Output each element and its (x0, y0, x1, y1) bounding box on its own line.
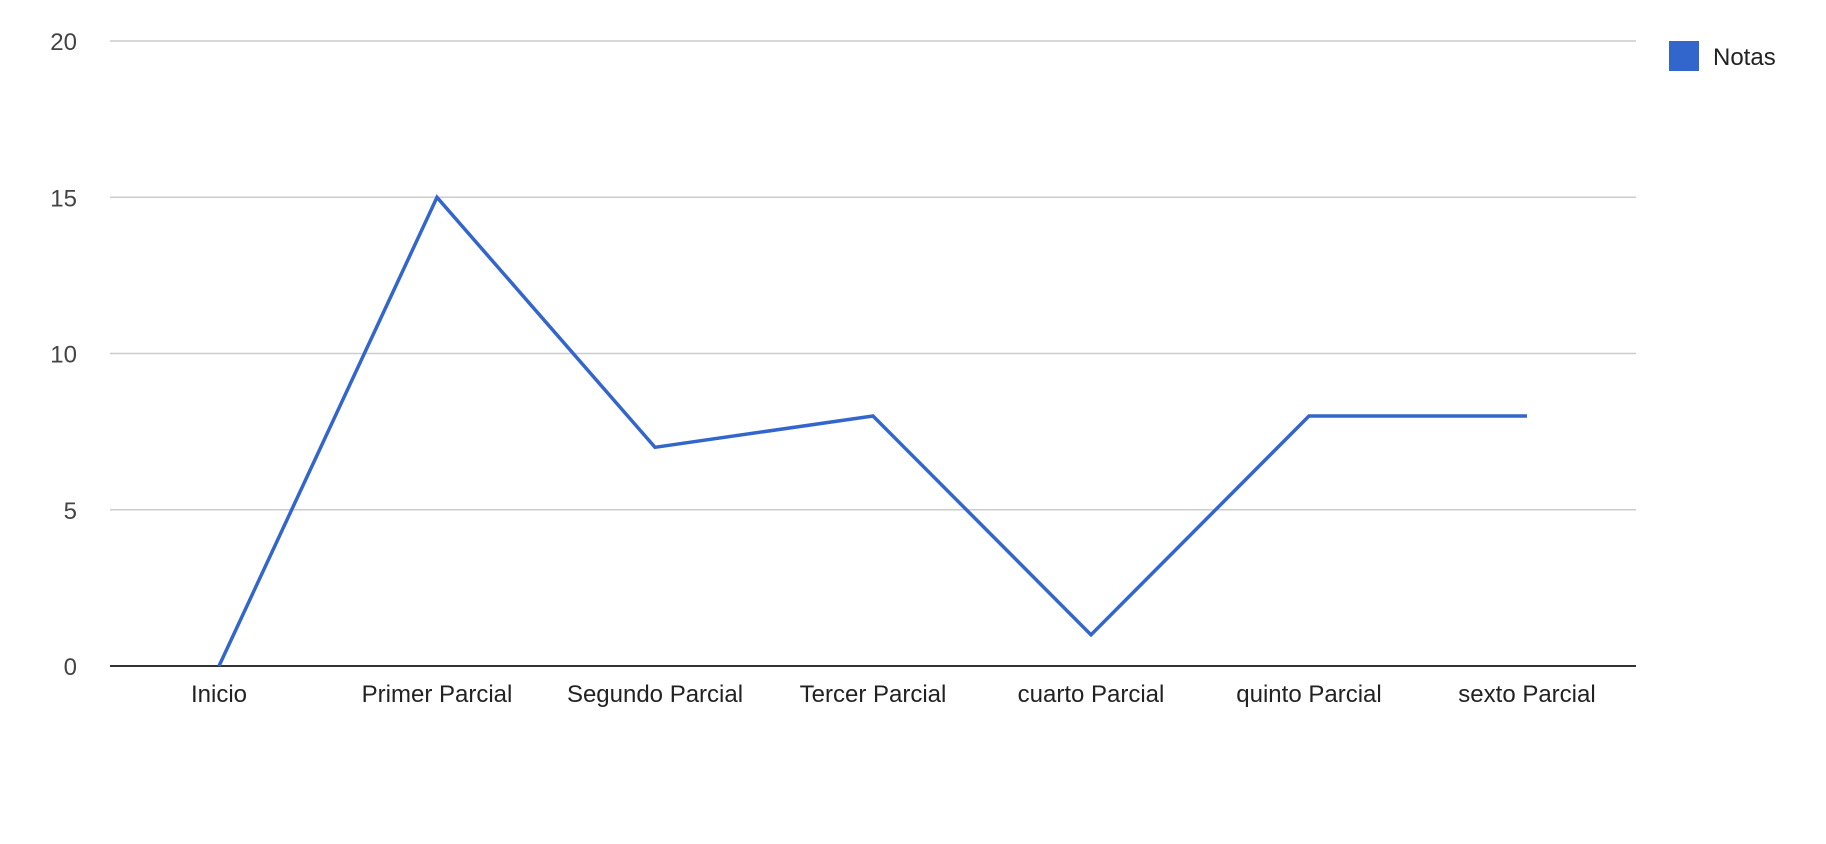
series-line-notas (217, 194, 1527, 667)
x-tick-label: quinto Parcial (1236, 681, 1381, 708)
x-tick-label: Tercer Parcial (800, 681, 947, 708)
x-tick-label: Segundo Parcial (567, 681, 743, 708)
gridlines (110, 40, 1636, 511)
y-tick-label: 20 (50, 29, 77, 56)
legend-swatch (1669, 41, 1699, 71)
x-tick-label: Primer Parcial (362, 681, 513, 708)
y-tick-label: 10 (50, 342, 77, 369)
legend: Notas (1669, 41, 1776, 71)
x-tick-label: cuarto Parcial (1018, 681, 1165, 708)
x-tick-label: sexto Parcial (1458, 681, 1595, 708)
y-axis-ticks: 0 5 10 15 20 (50, 29, 77, 681)
y-tick-label: 0 (64, 654, 77, 681)
y-tick-label: 15 (50, 185, 77, 212)
y-tick-label: 5 (64, 498, 77, 525)
x-axis-labels: Inicio Primer Parcial Segundo Parcial Terce… (191, 681, 1596, 708)
series-layer (217, 194, 1527, 667)
x-tick-label: Inicio (191, 681, 247, 708)
legend-label: Notas (1713, 44, 1776, 71)
